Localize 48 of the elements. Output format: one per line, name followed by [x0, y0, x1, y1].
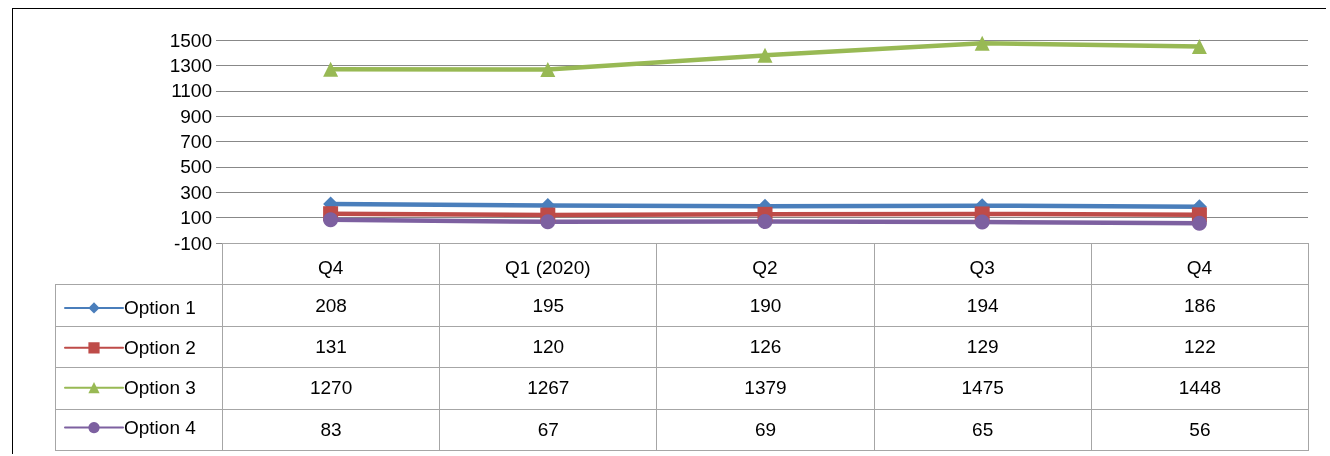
x-tick-label: Q2 — [752, 257, 778, 278]
point — [540, 214, 556, 230]
data-label: 126 — [656, 325, 875, 369]
y-tick-label: 100 — [180, 207, 212, 229]
data-label: 1267 — [439, 367, 658, 410]
legend-label: Option 2 — [124, 337, 196, 359]
data-label: 65 — [873, 408, 1092, 451]
data-label: 190 — [656, 284, 875, 327]
data-label: 1270 — [222, 367, 441, 410]
x-tick-label: Q3 — [969, 257, 995, 278]
x-tick-label: Q4 — [1186, 257, 1213, 278]
point — [1191, 215, 1207, 231]
data-label: 120 — [439, 325, 658, 369]
data-label: 83 — [222, 408, 441, 451]
y-tick-label: 300 — [180, 181, 212, 203]
data-label: 208 — [222, 284, 441, 327]
y-tick-label: 700 — [180, 131, 212, 152]
y-tick-label: 900 — [180, 105, 212, 127]
data-label: 67 — [439, 408, 658, 451]
legend-label: Option 1 — [124, 297, 196, 319]
data-label: 1475 — [873, 367, 1092, 410]
data-label: 1448 — [1090, 367, 1309, 410]
point — [974, 214, 990, 230]
x-tick-label: Q1 (2020) — [505, 257, 591, 278]
data-label: 129 — [873, 325, 1092, 369]
y-tick-label: 1100 — [171, 80, 212, 102]
data-label: 186 — [1090, 284, 1309, 327]
point — [323, 61, 339, 77]
y-tick-label: 500 — [180, 156, 212, 178]
data-label: 122 — [1090, 325, 1309, 369]
y-tick-label: -100 — [173, 232, 212, 254]
legend-label: Option 3 — [124, 377, 196, 399]
data-label: 69 — [656, 408, 875, 451]
point — [757, 214, 773, 230]
x-tick-label: Q4 — [317, 257, 344, 278]
point — [1191, 39, 1207, 55]
point — [540, 62, 556, 78]
y-tick-label: 1500 — [169, 29, 212, 51]
data-label: 56 — [1090, 408, 1309, 451]
data-label: 1379 — [656, 367, 875, 410]
y-tick-label: 1300 — [169, 54, 212, 76]
data-label: 131 — [222, 325, 441, 369]
legend-label: Option 4 — [124, 417, 197, 439]
point — [757, 47, 773, 63]
data-label: 194 — [873, 284, 1092, 327]
point — [974, 35, 990, 51]
data-label: 195 — [439, 284, 658, 327]
point — [323, 212, 339, 228]
